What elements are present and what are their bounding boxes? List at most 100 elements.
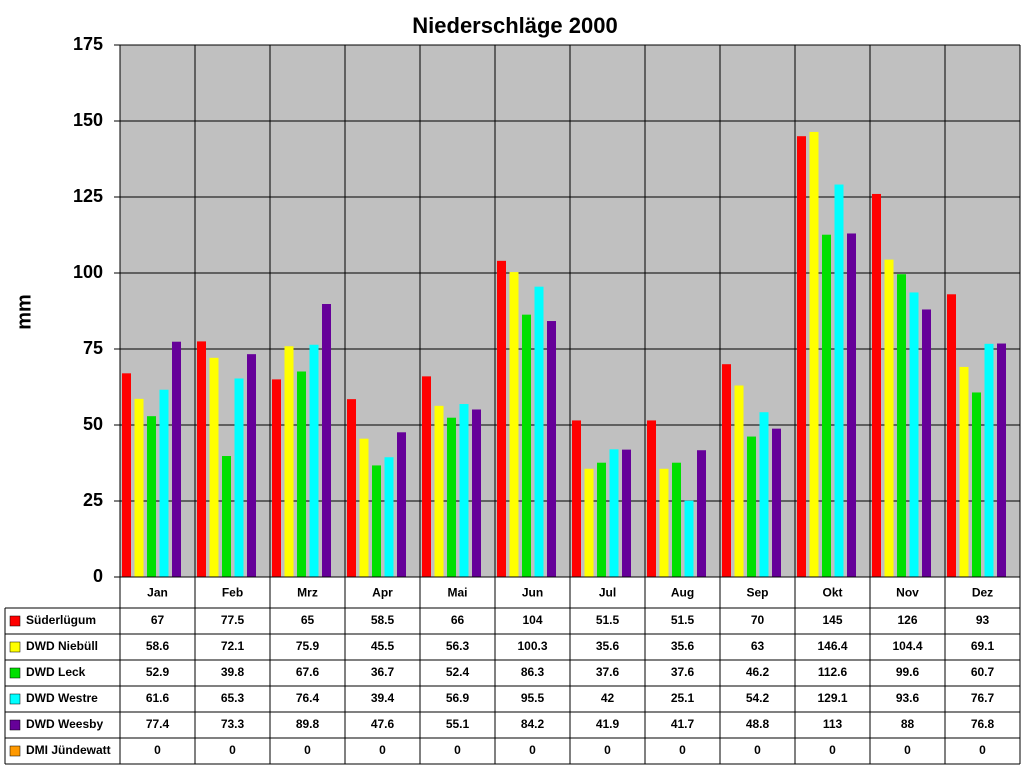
y-tick-label: 50 [83, 414, 103, 434]
bar [447, 417, 456, 577]
bar [272, 379, 281, 577]
bar [209, 357, 219, 577]
x-tick-label: Jun [522, 586, 543, 600]
table-value: 89.8 [296, 717, 320, 731]
table-value: 126 [897, 613, 917, 627]
table-value: 65.3 [221, 691, 245, 705]
table-value: 39.4 [371, 691, 395, 705]
bar [972, 392, 981, 577]
table-value: 55.1 [446, 717, 470, 731]
bar [684, 500, 694, 577]
bar [534, 286, 544, 577]
bar [959, 366, 969, 577]
table-value: 60.7 [971, 665, 995, 679]
table-value: 72.1 [221, 639, 245, 653]
bar [659, 468, 669, 577]
table-value: 0 [454, 743, 461, 757]
table-value: 113 [823, 717, 843, 731]
legend-label: Süderlügum [26, 613, 96, 627]
table-value: 0 [604, 743, 611, 757]
table-value: 37.6 [671, 665, 695, 679]
x-tick-label: Aug [671, 586, 694, 600]
table-value: 76.8 [971, 717, 995, 731]
table-value: 58.6 [146, 639, 170, 653]
table-value: 99.6 [896, 665, 920, 679]
bar [422, 376, 431, 577]
legend-label: DWD Weesby [26, 717, 103, 731]
y-axis-label: mm [13, 294, 35, 330]
bar [509, 272, 519, 577]
table-value: 47.6 [371, 717, 395, 731]
y-tick-label: 150 [73, 110, 103, 130]
table-value: 52.9 [146, 665, 170, 679]
table-value: 37.6 [596, 665, 620, 679]
legend-key [9, 641, 21, 653]
bar [372, 465, 381, 577]
bar [622, 449, 631, 577]
bar [809, 131, 819, 577]
table-value: 93.6 [896, 691, 920, 705]
table-value: 67 [151, 613, 165, 627]
table-value: 69.1 [971, 639, 995, 653]
table-value: 51.5 [671, 613, 695, 627]
table-value: 75.9 [296, 639, 320, 653]
table-value: 66 [451, 613, 465, 627]
table-value: 58.5 [371, 613, 395, 627]
table-value: 86.3 [521, 665, 545, 679]
table-value: 0 [379, 743, 386, 757]
bar [122, 373, 131, 577]
y-tick-label: 175 [73, 34, 103, 54]
table-value: 76.4 [296, 691, 320, 705]
x-tick-label: Mrz [297, 586, 318, 600]
bar [872, 193, 881, 577]
table-value: 61.6 [146, 691, 170, 705]
bar [434, 405, 444, 577]
table-value: 0 [754, 743, 761, 757]
bar [697, 450, 706, 577]
bar [672, 462, 681, 577]
table-value: 35.6 [671, 639, 695, 653]
table-value: 0 [979, 743, 986, 757]
bar [472, 409, 481, 577]
bar [147, 416, 156, 577]
table-value: 112.6 [818, 665, 848, 679]
x-tick-label: Jul [599, 586, 616, 600]
x-tick-label: Okt [822, 586, 842, 600]
bar [134, 398, 144, 577]
table-value: 41.7 [671, 717, 695, 731]
table-value: 88 [901, 717, 915, 731]
x-tick-label: Feb [222, 586, 243, 600]
table-value: 0 [154, 743, 161, 757]
bar [947, 294, 956, 577]
bar [897, 274, 906, 577]
legend-label: DMI Jündewatt [26, 743, 111, 757]
legend-label: DWD Leck [26, 665, 86, 679]
legend-key [9, 615, 21, 627]
legend-key [9, 693, 21, 705]
table-value: 129.1 [817, 691, 847, 705]
bar [197, 341, 206, 577]
table-value: 0 [529, 743, 536, 757]
table-value: 84.2 [521, 717, 545, 731]
bar [922, 309, 931, 577]
table-value: 146.4 [817, 639, 847, 653]
bar [797, 136, 806, 577]
table-value: 51.5 [596, 613, 620, 627]
legend-key [9, 745, 21, 757]
table-value: 0 [904, 743, 911, 757]
table-value: 104.4 [892, 639, 922, 653]
table-value: 77.5 [221, 613, 245, 627]
legend-label: DWD Niebüll [26, 639, 98, 653]
x-tick-label: Apr [372, 586, 393, 600]
bar [572, 420, 581, 577]
table-value: 100.3 [517, 639, 547, 653]
bar [234, 378, 244, 577]
bar [384, 457, 394, 577]
bar [222, 456, 231, 577]
x-tick-label: Sep [746, 586, 768, 600]
table-value: 63 [751, 639, 765, 653]
bar [772, 428, 781, 577]
table-value: 65 [301, 613, 315, 627]
table-value: 76.7 [971, 691, 995, 705]
table-value: 35.6 [596, 639, 620, 653]
